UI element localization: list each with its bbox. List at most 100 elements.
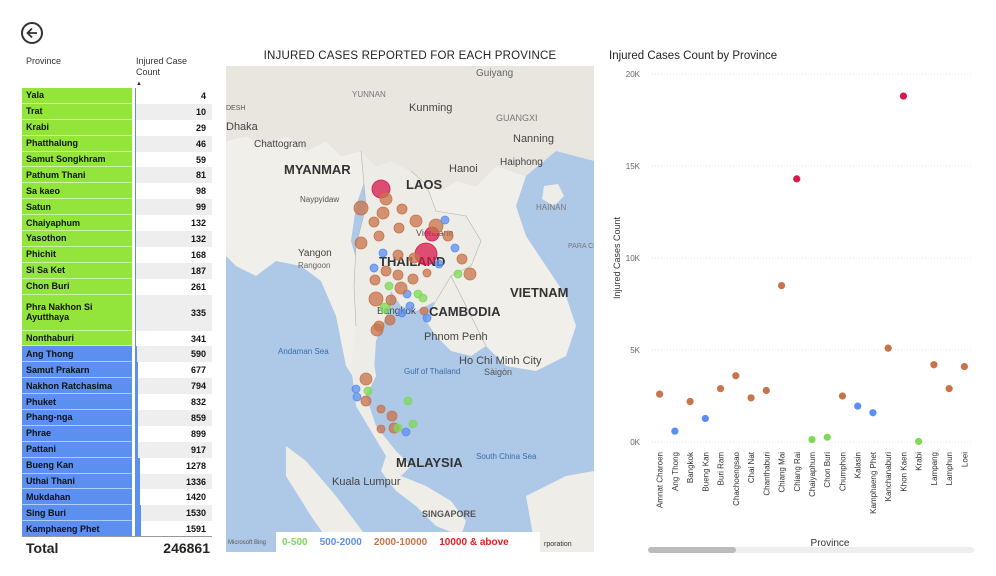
scatter-point[interactable] — [838, 392, 847, 400]
map-marker[interactable] — [376, 404, 386, 414]
scatter-point[interactable] — [960, 362, 968, 371]
scatter-point[interactable] — [793, 175, 801, 183]
table-row[interactable]: Phichit 168 — [22, 246, 212, 263]
map-marker[interactable] — [352, 392, 362, 402]
table-row[interactable]: Chon Buri 261 — [22, 278, 212, 295]
map-marker[interactable] — [407, 273, 419, 285]
table-row[interactable]: Sing Buri 1530 — [22, 505, 212, 522]
map-marker[interactable] — [384, 281, 394, 291]
scatter-point[interactable] — [808, 435, 816, 444]
map-marker[interactable] — [397, 308, 407, 318]
map-marker[interactable] — [370, 323, 384, 337]
map-marker[interactable] — [376, 424, 386, 434]
map-marker[interactable] — [394, 281, 408, 295]
column-header-count[interactable]: Injured Case Count — [136, 56, 206, 78]
map-marker[interactable] — [386, 410, 398, 422]
table-row[interactable]: Phuket 832 — [22, 394, 212, 411]
map-marker[interactable] — [442, 230, 454, 242]
table-row[interactable]: Phra Nakhon Si Ayutthaya 335 — [22, 294, 212, 331]
table-row[interactable]: Pathum Thani 81 — [22, 167, 212, 184]
map-marker[interactable] — [396, 203, 408, 215]
scatter-point[interactable] — [915, 437, 923, 446]
map-marker[interactable] — [369, 274, 381, 286]
scatter-point[interactable] — [823, 433, 831, 441]
map-marker[interactable] — [368, 291, 384, 307]
map-visual[interactable]: MYANMARLAOSTHAILANDCAMBODIAVIETNAMMALAYS… — [226, 66, 594, 552]
table-row[interactable]: Yala 4 — [22, 88, 212, 104]
scatter-point[interactable] — [930, 361, 938, 369]
scatter-chart[interactable]: 0K 5K 10K 15K 20K Injured Cases Count Amnat Ch… — [600, 60, 990, 560]
table-row[interactable]: Si Sa Ket 187 — [22, 262, 212, 279]
map-marker[interactable] — [354, 236, 368, 250]
scatter-point[interactable] — [716, 385, 725, 393]
column-header-province[interactable]: Province — [26, 56, 62, 66]
table-row[interactable]: Trat 10 — [22, 103, 212, 120]
table-row[interactable]: Nakhon Ratchasima 794 — [22, 378, 212, 395]
map-marker[interactable] — [409, 214, 423, 228]
table-row[interactable]: Phatthalung 46 — [22, 135, 212, 152]
map-marker[interactable] — [359, 372, 373, 386]
map-marker[interactable] — [408, 419, 418, 429]
table-row[interactable]: Bueng Kan 1278 — [22, 457, 212, 474]
scatter-point[interactable] — [899, 92, 908, 100]
table-row[interactable]: Phang-nga 859 — [22, 410, 212, 426]
sort-ascending-icon[interactable]: ▲ — [136, 81, 142, 87]
map-marker[interactable] — [360, 395, 372, 407]
chart-scrollbar[interactable] — [648, 547, 974, 553]
map-marker[interactable] — [434, 259, 444, 269]
table-row[interactable]: Samut Songkhram 59 — [22, 151, 212, 168]
map-marker[interactable] — [379, 302, 391, 314]
map-marker[interactable] — [385, 294, 397, 306]
scatter-point[interactable] — [747, 394, 755, 402]
map-marker[interactable] — [379, 192, 393, 206]
table-row[interactable]: Yasothon 132 — [22, 231, 212, 247]
table-row[interactable]: Kamphaeng Phet 1591 — [22, 521, 212, 538]
map-marker[interactable] — [351, 384, 361, 394]
map-markers[interactable] — [351, 179, 477, 437]
table-row[interactable]: Pattani 917 — [22, 441, 212, 458]
map-marker[interactable] — [393, 222, 405, 234]
table-row[interactable]: Phrae 899 — [22, 425, 212, 442]
map-marker[interactable] — [401, 427, 411, 437]
map-marker[interactable] — [353, 200, 369, 216]
chart-scrollbar-thumb[interactable] — [648, 547, 736, 553]
map-marker[interactable] — [373, 230, 385, 242]
map-marker[interactable] — [369, 263, 379, 273]
table-row[interactable]: Mukdahan 1420 — [22, 489, 212, 506]
scatter-point[interactable] — [671, 427, 679, 435]
map-marker[interactable] — [456, 253, 468, 265]
map-marker[interactable] — [392, 249, 404, 261]
back-button[interactable] — [21, 22, 43, 44]
map-marker[interactable] — [428, 218, 444, 234]
table-row[interactable]: Uthai Thani 1336 — [22, 473, 212, 490]
map-marker[interactable] — [453, 269, 463, 279]
map-marker[interactable] — [363, 386, 373, 396]
map-marker[interactable] — [413, 289, 423, 299]
scatter-point[interactable] — [686, 397, 694, 406]
map-canvas[interactable]: MYANMARLAOSTHAILANDCAMBODIAVIETNAMMALAYS… — [226, 66, 594, 552]
scatter-point[interactable] — [762, 386, 770, 395]
map-marker[interactable] — [393, 423, 403, 433]
scatter-point[interactable] — [854, 402, 862, 410]
table-row[interactable]: Ang Thong 590 — [22, 346, 212, 363]
table-row[interactable]: Chaiyaphum 132 — [22, 215, 212, 232]
map-marker[interactable] — [463, 267, 477, 281]
scatter-point[interactable] — [777, 282, 786, 290]
table-row[interactable]: Krabi 29 — [22, 119, 212, 136]
scatter-point[interactable] — [656, 390, 664, 398]
map-marker[interactable] — [376, 206, 390, 220]
map-marker[interactable] — [378, 248, 388, 258]
map-marker[interactable] — [405, 301, 415, 311]
scatter-point[interactable] — [701, 414, 709, 423]
map-marker[interactable] — [384, 314, 396, 326]
table-row[interactable]: Nonthaburi 341 — [22, 330, 212, 347]
map-marker[interactable] — [408, 252, 420, 264]
map-marker[interactable] — [440, 215, 450, 225]
scatter-chart-canvas[interactable]: 0K 5K 10K 15K 20K Injured Cases Count Amnat Ch… — [600, 60, 990, 560]
scatter-point[interactable] — [869, 409, 877, 417]
scatter-point[interactable] — [732, 372, 740, 380]
scatter-point[interactable] — [945, 385, 953, 393]
map-marker[interactable] — [403, 396, 413, 406]
scatter-point[interactable] — [884, 344, 892, 352]
map-marker[interactable] — [368, 216, 380, 228]
